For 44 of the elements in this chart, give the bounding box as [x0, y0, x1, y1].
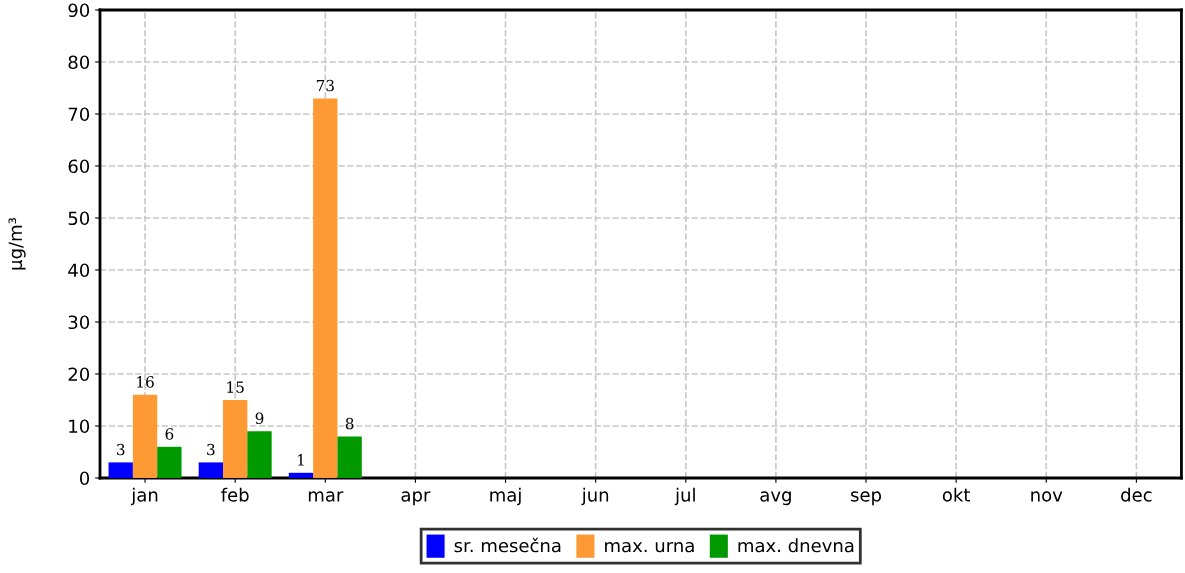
bar [337, 436, 362, 478]
y-tick-label: 90 [68, 3, 90, 18]
y-axis-title: µg/m³ [8, 217, 26, 270]
x-tick-label: feb [221, 487, 249, 502]
bar [157, 446, 182, 478]
data-label: 3 [207, 443, 215, 456]
x-tick-label: mar [308, 491, 344, 502]
x-tick-label: jul [674, 487, 695, 506]
x-tick-label: sep [851, 491, 882, 506]
legend-label: max. dnevna [738, 538, 854, 553]
y-tick-label: 20 [68, 367, 90, 382]
data-label: 6 [165, 428, 174, 440]
bar [132, 394, 158, 478]
y-tick-label: 50 [68, 211, 90, 226]
y-tick-label: 10 [69, 419, 90, 434]
data-label: 8 [345, 417, 354, 430]
bar [108, 462, 133, 478]
y-tick-label: 60 [68, 159, 90, 174]
data-label: 1 [297, 454, 304, 466]
bar [288, 472, 314, 478]
data-label: 9 [255, 412, 264, 425]
bar [223, 400, 248, 478]
y-tick-label: 30 [68, 315, 90, 330]
data-label: 73 [316, 79, 334, 92]
legend-label: max. urna [605, 541, 694, 553]
bar [313, 98, 338, 478]
bar [247, 431, 272, 478]
bar [198, 462, 224, 478]
y-tick-label: 70 [68, 107, 90, 122]
data-label: 16 [137, 376, 154, 388]
x-tick-label: okt [942, 487, 970, 502]
data-label: 15 [227, 381, 244, 393]
x-tick-label: apr [401, 491, 431, 506]
legend-label: sr. mesečna [454, 537, 561, 553]
y-tick-label: 40 [68, 263, 90, 278]
x-tick-label: jun [581, 487, 609, 506]
data-label: 3 [117, 443, 125, 456]
x-tick-label: nov [1031, 491, 1063, 502]
x-tick-label: maj [490, 487, 521, 506]
y-tick-label: 0 [79, 471, 90, 486]
y-tick-label: 80 [68, 55, 90, 70]
x-tick-label: dec [1121, 487, 1152, 502]
x-tick-label: avg [760, 491, 791, 506]
x-tick-label: jan [130, 487, 158, 506]
